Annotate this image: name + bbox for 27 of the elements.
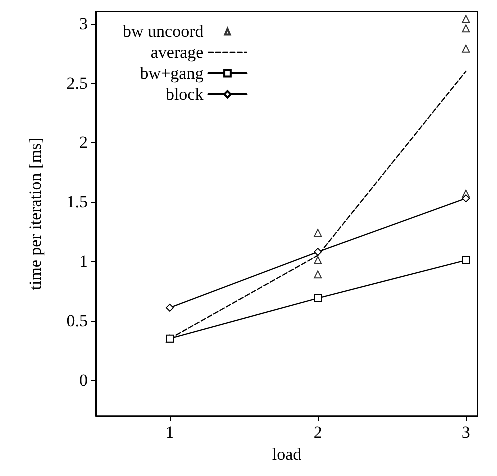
y-tick-label: 0.5 <box>66 312 88 331</box>
y-axis-title: time per iteration [ms] <box>26 138 45 290</box>
legend-label: block <box>166 85 204 104</box>
point <box>166 304 174 312</box>
point <box>462 44 470 53</box>
point <box>462 24 470 33</box>
y-tick-label: 1.5 <box>66 192 88 212</box>
x-tick-label: 2 <box>314 423 322 442</box>
point <box>462 256 470 264</box>
point <box>314 294 322 302</box>
legend-label: bw uncoord <box>123 22 204 41</box>
y-tick-label: 3 <box>80 14 88 34</box>
point <box>314 229 322 238</box>
point <box>462 15 470 24</box>
y-tick-label: 2.5 <box>66 74 88 93</box>
x-axis-title: load <box>272 445 302 464</box>
point <box>166 334 174 343</box>
point <box>314 256 322 264</box>
y-tick-label: 0 <box>80 370 88 390</box>
y-tick-label: 2 <box>80 133 88 152</box>
y-tick-label: 1 <box>80 252 88 272</box>
x-tick-label: 1 <box>166 423 174 442</box>
point <box>462 194 470 203</box>
x-tick-label: 3 <box>462 423 470 442</box>
legend-label: average <box>150 43 204 62</box>
point <box>314 270 322 279</box>
legend-label: bw+gang <box>140 64 204 83</box>
